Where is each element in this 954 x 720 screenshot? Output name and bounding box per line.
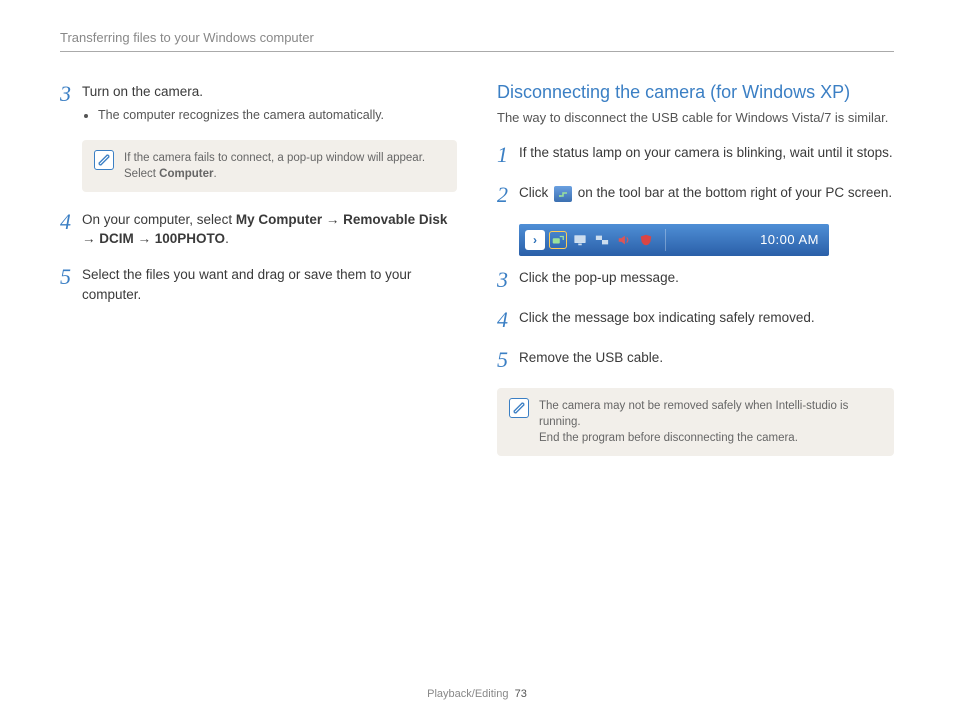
note-text: If the camera fails to connect, a pop-up… [124, 150, 425, 182]
tray-shield-icon [637, 231, 655, 249]
step-text: Turn on the camera. [82, 84, 203, 99]
taskbar-clock: 10:00 AM [760, 232, 823, 247]
s4-b1: My Computer [236, 212, 322, 227]
s4-a3: → [134, 231, 155, 246]
step-number: 5 [497, 348, 519, 372]
s4-a1: → [322, 212, 343, 227]
left-column: 3 Turn on the camera. The computer recog… [60, 82, 457, 474]
step-body: If the status lamp on your camera is bli… [519, 143, 894, 167]
r-step-4: 4 Click the message box indicating safel… [497, 308, 894, 332]
safely-remove-hardware-icon [549, 231, 567, 249]
step-3: 3 Turn on the camera. The computer recog… [60, 82, 457, 124]
s4-a2: → [82, 231, 99, 246]
content-columns: 3 Turn on the camera. The computer recog… [60, 82, 894, 474]
note-line2-bold: Computer [159, 168, 213, 180]
bullet-item: The computer recognizes the camera autom… [98, 106, 457, 124]
page-footer: Playback/Editing 73 [0, 688, 954, 700]
s4-pre: On your computer, select [82, 212, 236, 227]
tray-expand-icon: › [525, 230, 545, 250]
step-number: 3 [497, 268, 519, 292]
step-body: On your computer, select My Computer → R… [82, 210, 457, 249]
footer-section: Playback/Editing [427, 688, 508, 700]
note-text: The camera may not be removed safely whe… [539, 398, 882, 446]
step-body: Select the files you want and drag or sa… [82, 265, 457, 304]
safely-remove-inline-icon [554, 186, 572, 202]
section-title: Disconnecting the camera (for Windows XP… [497, 82, 894, 103]
step-5: 5 Select the files you want and drag or … [60, 265, 457, 304]
taskbar-divider [665, 229, 666, 251]
note-icon [509, 398, 529, 418]
s4-post: . [225, 231, 229, 246]
r-step-2: 2 Click on the tool bar at the bottom ri… [497, 183, 894, 207]
step-bullets: The computer recognizes the camera autom… [98, 106, 457, 124]
s4-b2: Removable Disk [343, 212, 447, 227]
step-text: Select the files you want and drag or sa… [82, 267, 411, 302]
tray-volume-icon [615, 231, 633, 249]
step-body: Remove the USB cable. [519, 348, 894, 372]
step-number: 4 [497, 308, 519, 332]
s2-post: on the tool bar at the bottom right of y… [574, 185, 892, 200]
note-box: If the camera fails to connect, a pop-up… [82, 140, 457, 192]
tray-network-icon [593, 231, 611, 249]
note-line2-pre: Select [124, 168, 159, 180]
step-number: 3 [60, 82, 82, 124]
step-number: 1 [497, 143, 519, 167]
note-r-line1: The camera may not be removed safely whe… [539, 400, 848, 428]
s2-pre: Click [519, 185, 552, 200]
note-line2-post: . [213, 168, 216, 180]
step-number: 5 [60, 265, 82, 304]
footer-page: 73 [515, 688, 527, 700]
step-number: 4 [60, 210, 82, 249]
tray-monitor-icon [571, 231, 589, 249]
s4-b4: 100PHOTO [155, 231, 225, 246]
note-r-line2: End the program before disconnecting the… [539, 432, 798, 444]
note-icon [94, 150, 114, 170]
step-body: Click the message box indicating safely … [519, 308, 894, 332]
note-line1: If the camera fails to connect, a pop-up… [124, 152, 425, 164]
step-body: Click the pop-up message. [519, 268, 894, 292]
r-step-1: 1 If the status lamp on your camera is b… [497, 143, 894, 167]
taskbar-screenshot: › 10:00 AM [519, 224, 829, 256]
step-body: Turn on the camera. The computer recogni… [82, 82, 457, 124]
note-box-right: The camera may not be removed safely whe… [497, 388, 894, 456]
page-header: Transferring files to your Windows compu… [60, 30, 894, 52]
step-number: 2 [497, 183, 519, 207]
step-4: 4 On your computer, select My Computer →… [60, 210, 457, 249]
step-body: Click on the tool bar at the bottom righ… [519, 183, 894, 207]
section-subtitle: The way to disconnect the USB cable for … [497, 109, 894, 127]
s4-b3: DCIM [99, 231, 134, 246]
right-column: Disconnecting the camera (for Windows XP… [497, 82, 894, 474]
r-step-5: 5 Remove the USB cable. [497, 348, 894, 372]
header-title: Transferring files to your Windows compu… [60, 30, 314, 45]
r-step-3: 3 Click the pop-up message. [497, 268, 894, 292]
